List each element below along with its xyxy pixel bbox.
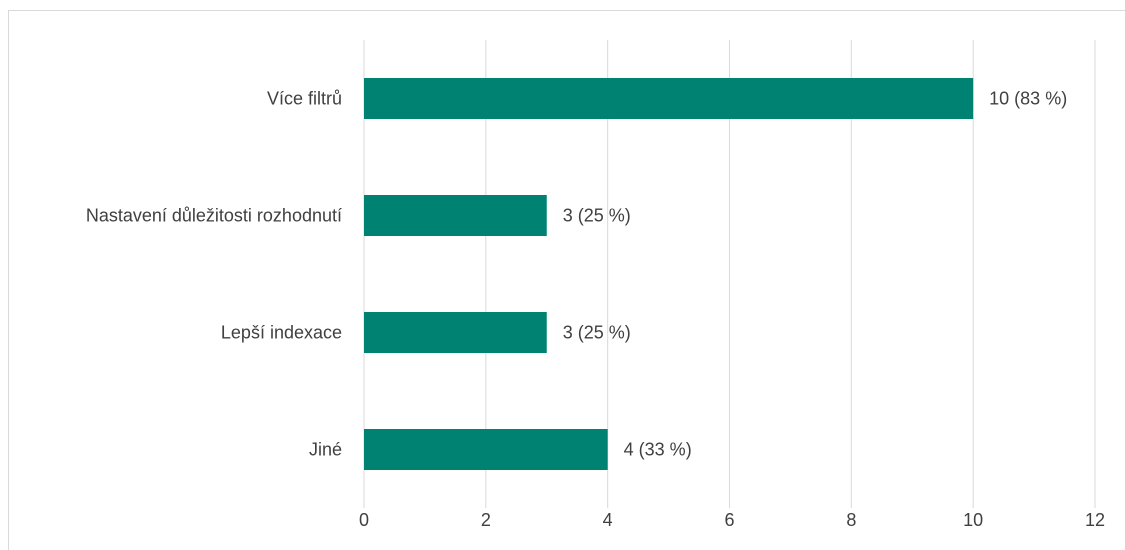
- x-tick-label: 6: [724, 510, 734, 530]
- data-label: 3 (25 %): [563, 323, 631, 343]
- x-tick-label: 8: [846, 510, 856, 530]
- bar: [364, 195, 547, 236]
- bar: [364, 312, 547, 353]
- x-tick-label: 4: [603, 510, 613, 530]
- data-labels: 10 (83 %) 3 (25 %) 3 (25 %) 4 (33 %): [563, 89, 1067, 460]
- x-tick-label: 12: [1085, 510, 1105, 530]
- data-label: 4 (33 %): [624, 440, 692, 460]
- data-label: 3 (25 %): [563, 206, 631, 226]
- x-tick-label: 0: [359, 510, 369, 530]
- category-label: Jiné: [309, 440, 342, 460]
- x-tick-label: 10: [963, 510, 983, 530]
- category-label: Nastavení důležitosti rozhodnutí: [86, 206, 342, 226]
- category-label: Více filtrů: [267, 89, 342, 109]
- bars: [364, 78, 974, 470]
- bar: [364, 78, 974, 119]
- category-labels: Více filtrů Nastavení důležitosti rozhodn…: [86, 89, 342, 460]
- bar: [364, 429, 608, 470]
- data-label: 10 (83 %): [989, 89, 1067, 109]
- x-tick-label: 2: [481, 510, 491, 530]
- chart-frame: [8, 10, 1125, 550]
- x-axis-tick-labels: 0 2 4 6 8 10 12: [359, 510, 1105, 530]
- category-label: Lepší indexace: [221, 323, 342, 343]
